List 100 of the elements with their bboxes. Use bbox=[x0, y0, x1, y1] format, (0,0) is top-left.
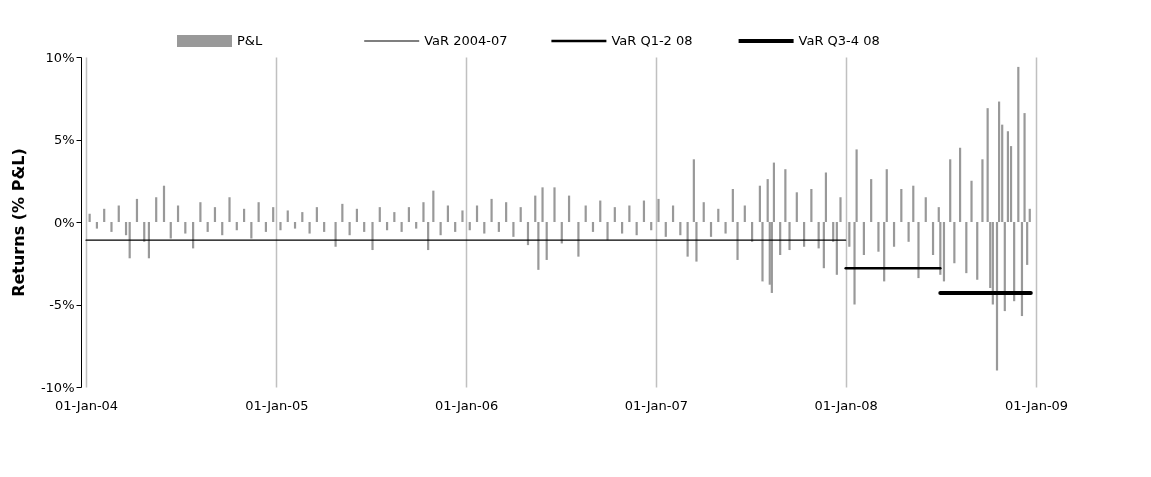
bar bbox=[422, 202, 425, 222]
bar bbox=[242, 208, 246, 222]
bar bbox=[286, 210, 289, 222]
bar bbox=[184, 222, 187, 234]
bar bbox=[657, 198, 660, 222]
bar bbox=[95, 222, 99, 229]
bar bbox=[228, 197, 231, 222]
y-tick-label: 0% bbox=[53, 214, 75, 230]
legend-label: VaR 2004-07 bbox=[424, 33, 508, 48]
bar bbox=[279, 222, 282, 231]
bar bbox=[810, 189, 813, 222]
bar bbox=[591, 222, 595, 232]
bar bbox=[541, 187, 544, 222]
bar bbox=[371, 222, 374, 251]
x-tick-label: 01-Jan-08 bbox=[814, 397, 878, 413]
bar bbox=[505, 202, 508, 222]
bar bbox=[907, 222, 910, 242]
bar bbox=[931, 222, 935, 255]
bar bbox=[348, 222, 351, 236]
bar bbox=[839, 197, 842, 222]
bar bbox=[917, 222, 920, 279]
bar bbox=[795, 192, 798, 222]
bar bbox=[199, 202, 202, 222]
bar bbox=[162, 185, 166, 222]
bar bbox=[355, 208, 359, 222]
bar bbox=[761, 222, 764, 282]
bar bbox=[912, 185, 915, 222]
bar bbox=[958, 147, 962, 222]
bar bbox=[553, 187, 556, 222]
bar bbox=[169, 222, 172, 239]
bar bbox=[976, 222, 979, 280]
bar bbox=[363, 222, 366, 232]
bar bbox=[497, 222, 500, 232]
bar bbox=[206, 222, 209, 232]
bar bbox=[323, 222, 326, 232]
bar bbox=[788, 222, 791, 251]
bar bbox=[483, 222, 486, 234]
y-tick-label: -10% bbox=[40, 379, 75, 395]
y-tick-label: 5% bbox=[53, 132, 75, 147]
bar bbox=[758, 185, 761, 222]
bar bbox=[315, 207, 318, 222]
bar bbox=[393, 212, 396, 222]
bar bbox=[432, 190, 435, 222]
bar bbox=[717, 208, 720, 222]
bar bbox=[824, 172, 828, 222]
x-tick-label: 01-Jan-04 bbox=[54, 397, 119, 413]
bar bbox=[1026, 222, 1029, 265]
bar bbox=[334, 222, 337, 247]
bar bbox=[124, 222, 128, 236]
bar bbox=[301, 212, 304, 222]
bar bbox=[293, 222, 297, 229]
bar bbox=[692, 159, 695, 222]
bar bbox=[835, 222, 838, 275]
legend-label: P&L bbox=[237, 33, 263, 48]
legend-label: VaR Q1-2 08 bbox=[611, 33, 693, 48]
bar bbox=[900, 189, 903, 222]
bar bbox=[512, 222, 515, 237]
bar bbox=[877, 222, 880, 252]
bar bbox=[341, 203, 344, 222]
x-tick-label: 01-Jan-09 bbox=[1004, 397, 1069, 413]
bar bbox=[736, 222, 739, 260]
bar bbox=[965, 222, 968, 274]
bar bbox=[970, 180, 973, 222]
bar bbox=[766, 179, 769, 222]
x-tick-label: 01-Jan-07 bbox=[624, 397, 689, 413]
bar bbox=[731, 189, 734, 222]
bar bbox=[981, 159, 984, 222]
bar bbox=[606, 222, 609, 241]
y-tick-label: 10% bbox=[45, 49, 75, 65]
bar bbox=[1023, 113, 1026, 222]
bar bbox=[110, 222, 113, 232]
bar bbox=[942, 222, 946, 282]
bar bbox=[635, 222, 638, 236]
x-tick-label: 01-Jan-05 bbox=[245, 397, 309, 413]
bar bbox=[613, 207, 616, 222]
bar bbox=[953, 222, 956, 264]
bar bbox=[848, 222, 851, 247]
bar bbox=[155, 197, 158, 222]
bar bbox=[1028, 208, 1031, 222]
bar bbox=[135, 198, 139, 222]
bar bbox=[534, 195, 537, 222]
legend-label: VaR Q3-4 08 bbox=[798, 33, 880, 48]
bar bbox=[702, 202, 705, 222]
bar bbox=[997, 101, 1001, 222]
bar bbox=[103, 208, 106, 222]
bar bbox=[695, 222, 698, 262]
bar bbox=[213, 207, 217, 222]
bar bbox=[378, 207, 381, 222]
bar bbox=[577, 222, 580, 257]
bar bbox=[784, 169, 787, 222]
bar bbox=[400, 222, 403, 232]
bar bbox=[621, 222, 624, 234]
bar bbox=[949, 159, 952, 222]
bar bbox=[308, 222, 311, 234]
bar bbox=[537, 222, 540, 270]
bar bbox=[870, 179, 873, 222]
bar bbox=[567, 195, 571, 222]
bar bbox=[770, 222, 773, 293]
bar bbox=[272, 207, 275, 222]
bar bbox=[862, 222, 865, 255]
